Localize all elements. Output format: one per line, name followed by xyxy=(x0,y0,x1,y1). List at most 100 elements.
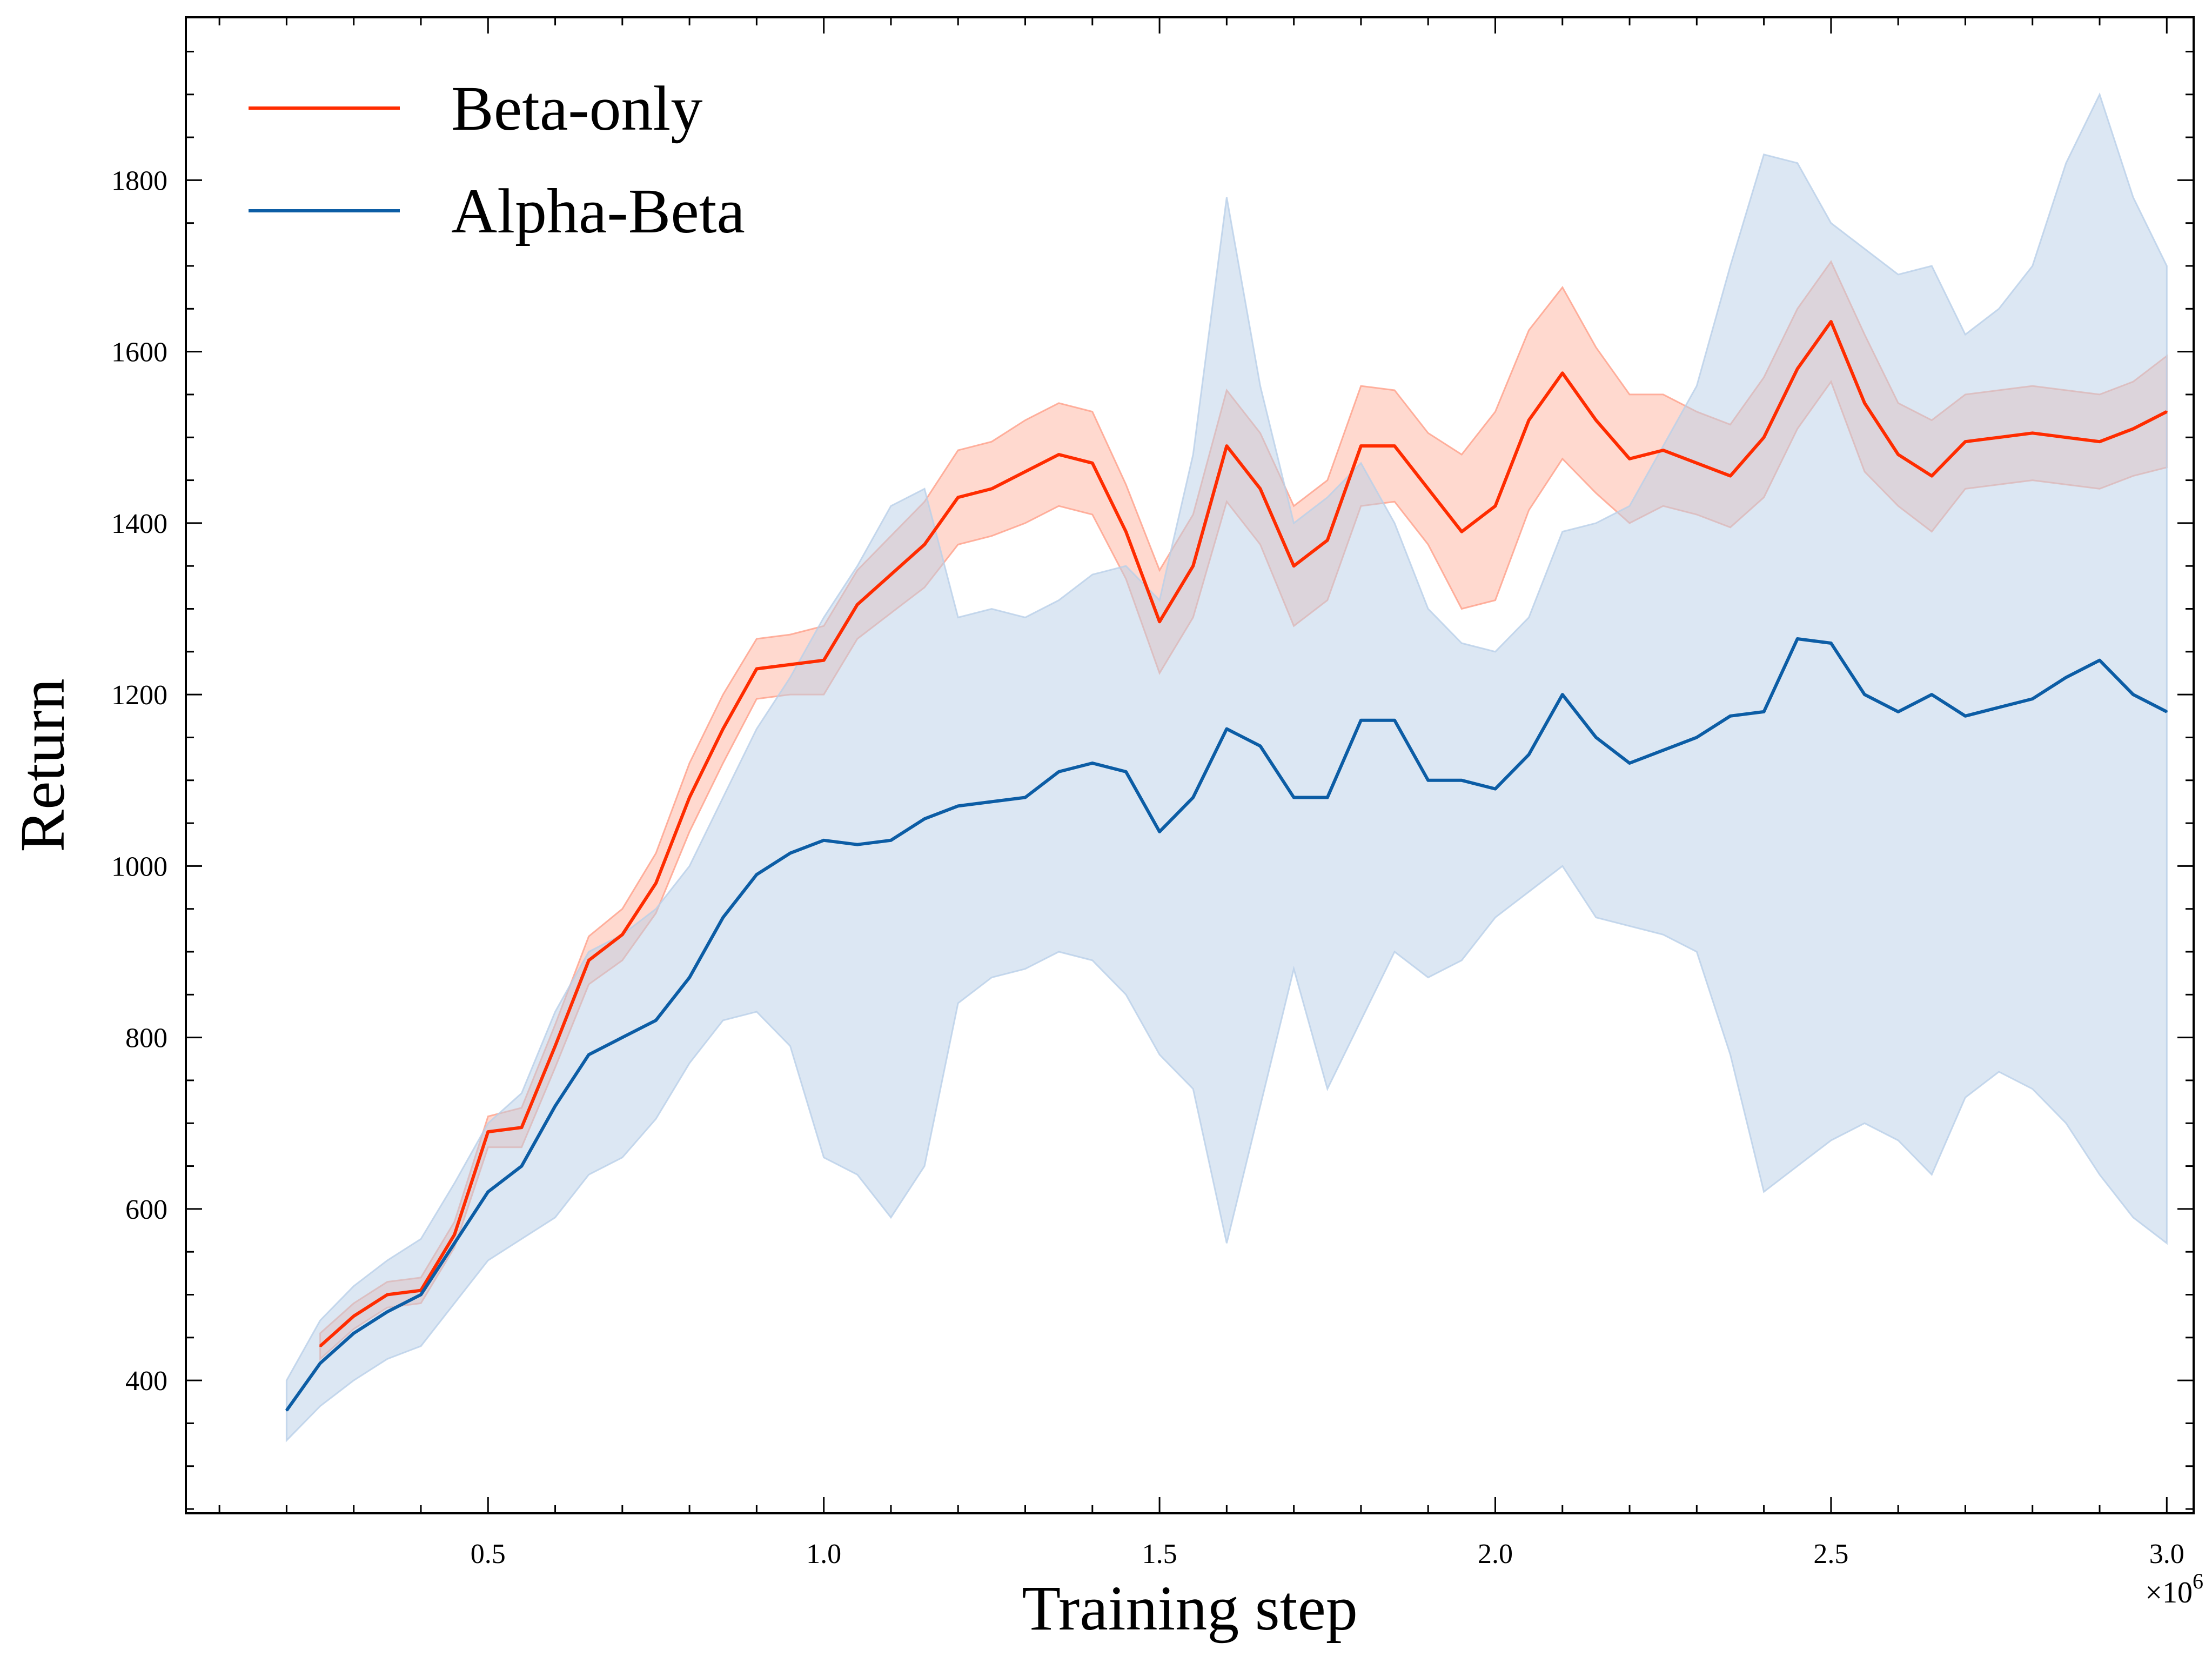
x-tick-label: 2.5 xyxy=(1813,1539,1848,1570)
point-alpha-beta xyxy=(420,1294,422,1295)
point-beta-only xyxy=(755,668,758,670)
point-beta-only xyxy=(1628,458,1631,460)
point-beta-only xyxy=(1326,539,1329,542)
x-axis-scale-base: ×10 xyxy=(2145,1576,2193,1609)
point-alpha-beta xyxy=(789,852,791,854)
point-alpha-beta xyxy=(1259,745,1261,747)
point-beta-only xyxy=(1931,475,1933,477)
point-beta-only xyxy=(1730,475,1731,477)
point-beta-only xyxy=(319,1345,321,1347)
series-lines xyxy=(285,320,2168,1412)
point-beta-only xyxy=(688,797,691,798)
point-alpha-beta xyxy=(1293,797,1295,798)
point-alpha-beta xyxy=(2065,676,2067,678)
confidence-bands xyxy=(285,92,2168,1442)
point-beta-only xyxy=(1024,471,1026,473)
point-beta-only xyxy=(1360,445,1362,447)
point-alpha-beta xyxy=(1460,779,1463,782)
point-alpha-beta xyxy=(1864,693,1866,696)
point-alpha-beta xyxy=(1830,642,1832,644)
point-alpha-beta xyxy=(1964,715,1966,717)
point-alpha-beta xyxy=(1393,719,1396,722)
point-beta-only xyxy=(1393,445,1396,447)
point-beta-only xyxy=(420,1290,422,1292)
x-axis-scale-exponent: 6 xyxy=(2193,1569,2203,1593)
point-beta-only xyxy=(1192,565,1194,567)
point-beta-only xyxy=(2032,432,2034,434)
point-alpha-beta xyxy=(1225,728,1228,730)
point-beta-only xyxy=(1158,620,1161,623)
point-beta-only xyxy=(789,664,791,666)
point-alpha-beta xyxy=(1125,771,1127,773)
point-beta-only xyxy=(386,1294,388,1295)
point-beta-only xyxy=(588,959,590,961)
point-alpha-beta xyxy=(1561,693,1564,696)
y-tick-label: 1800 xyxy=(111,165,167,196)
point-beta-only xyxy=(923,544,926,545)
point-beta-only xyxy=(1695,462,1698,464)
axis-ticks: 0.5 1.0 1.5 2.0 2.5 3.0 400 600 800 1000 1200 1400 1… xyxy=(111,17,2194,1570)
point-alpha-beta xyxy=(1595,736,1597,738)
point-alpha-beta xyxy=(1998,706,2000,709)
x-tick-label: 1.5 xyxy=(1142,1539,1177,1570)
y-axis-title: Return xyxy=(7,678,78,852)
point-alpha-beta xyxy=(890,839,892,841)
point-alpha-beta xyxy=(2099,659,2101,662)
point-alpha-beta xyxy=(1931,693,1933,696)
point-beta-only xyxy=(2065,436,2067,438)
y-tick-label: 400 xyxy=(125,1366,167,1397)
point-beta-only xyxy=(1125,531,1127,533)
point-beta-only xyxy=(353,1315,355,1317)
x-axis-title: Training step xyxy=(1022,1573,1358,1644)
x-tick-label: 1.0 xyxy=(806,1539,841,1570)
point-alpha-beta xyxy=(990,800,993,803)
point-alpha-beta xyxy=(1763,711,1765,713)
point-beta-only xyxy=(1797,368,1799,370)
point-alpha-beta xyxy=(1494,788,1496,790)
point-beta-only xyxy=(655,882,657,884)
point-alpha-beta xyxy=(923,818,926,820)
point-beta-only xyxy=(1595,419,1597,421)
point-alpha-beta xyxy=(755,873,758,876)
point-alpha-beta xyxy=(487,1191,489,1193)
legend-label-alpha-beta: Alpha-Beta xyxy=(451,176,745,246)
point-alpha-beta xyxy=(1158,831,1161,833)
point-beta-only xyxy=(1091,462,1094,464)
point-beta-only xyxy=(1460,531,1463,533)
x-axis-scale-label: ×106 xyxy=(2145,1569,2203,1609)
y-tick-label: 600 xyxy=(125,1194,167,1225)
point-alpha-beta xyxy=(1528,753,1530,756)
point-alpha-beta xyxy=(2166,711,2168,713)
point-alpha-beta xyxy=(1360,719,1362,722)
point-alpha-beta xyxy=(823,839,825,841)
x-tick-label: 0.5 xyxy=(471,1539,506,1570)
point-beta-only xyxy=(1528,419,1530,421)
point-alpha-beta xyxy=(319,1362,321,1364)
point-alpha-beta xyxy=(1091,762,1094,764)
point-beta-only xyxy=(890,573,892,576)
point-beta-only xyxy=(1561,372,1564,374)
point-beta-only xyxy=(1830,320,1832,323)
band-alpha-beta xyxy=(285,92,2168,1442)
point-beta-only xyxy=(2132,428,2134,430)
x-tick-label: 2.0 xyxy=(1478,1539,1513,1570)
point-alpha-beta xyxy=(621,1037,624,1039)
point-alpha-beta xyxy=(856,844,859,846)
plot-frame xyxy=(185,16,2195,1514)
y-tick-label: 1600 xyxy=(111,337,167,368)
point-beta-only xyxy=(990,487,993,490)
point-alpha-beta xyxy=(1024,797,1026,798)
point-beta-only xyxy=(1225,445,1228,447)
point-alpha-beta xyxy=(353,1332,355,1334)
x-tick-label: 3.0 xyxy=(2149,1539,2184,1570)
point-beta-only xyxy=(1864,402,1866,404)
point-alpha-beta xyxy=(386,1311,388,1313)
point-beta-only xyxy=(1259,487,1261,490)
point-alpha-beta xyxy=(1662,749,1664,751)
point-beta-only xyxy=(823,659,825,662)
point-alpha-beta xyxy=(1695,736,1698,738)
point-alpha-beta xyxy=(722,917,724,919)
point-alpha-beta xyxy=(520,1165,522,1167)
point-alpha-beta xyxy=(1058,771,1060,773)
